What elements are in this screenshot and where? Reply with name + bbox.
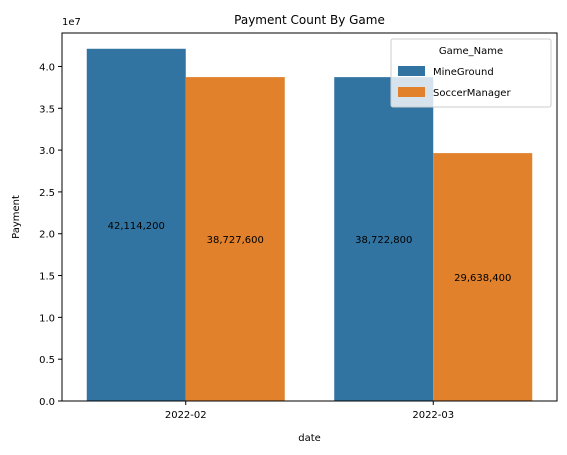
y-tick-label: 0.5 [39, 355, 55, 366]
y-tick-label: 2.5 [39, 188, 55, 199]
y-axis-label: Payment [11, 195, 22, 239]
plot-frame [61, 32, 558, 402]
chart-title: Payment Count By Game [234, 13, 385, 27]
legend-item-label: SoccerManager [433, 88, 511, 99]
y-axis: 0.0 0.5 1.0 1.5 2.0 2.5 3.0 3.5 4.0 [39, 62, 62, 408]
bars-group [86, 48, 533, 401]
y-axis-offset-label: 1e7 [62, 17, 81, 28]
x-axis-label: date [298, 433, 321, 444]
x-tick-label: 2022-02 [165, 410, 207, 421]
legend-swatch [398, 66, 425, 76]
bar-mineground-2022-02 [86, 48, 186, 401]
legend-title: Game_Name [439, 46, 503, 57]
bar-mineground-2022-03 [334, 77, 434, 401]
legend-item-label: MineGround [433, 67, 494, 78]
y-tick-label: 0.0 [39, 397, 55, 408]
y-tick-label: 1.0 [39, 313, 55, 324]
y-tick-label: 3.5 [39, 104, 55, 115]
x-tick-label: 2022-03 [412, 410, 454, 421]
y-tick-label: 3.0 [39, 146, 55, 157]
legend-swatch [398, 87, 425, 97]
bar-labels-group: 42,114,200 38,722,800 38,727,600 29,638,400 [108, 221, 512, 284]
bar-value-label: 38,722,800 [355, 235, 412, 246]
y-tick-label: 1.5 [39, 272, 55, 283]
y-tick-label: 4.0 [39, 62, 55, 73]
legend-items: MineGround SoccerManager [398, 66, 511, 99]
legend-box [390, 38, 552, 108]
bar-soccermanager-2022-03 [433, 153, 533, 401]
x-axis: 2022-02 2022-03 [165, 401, 454, 421]
legend: Game_Name MineGround SoccerManager [390, 38, 552, 108]
bar-value-label: 38,727,600 [207, 235, 264, 246]
y-tick-label: 2.0 [39, 230, 55, 241]
bar-value-label: 29,638,400 [454, 273, 511, 284]
bar-value-label: 42,114,200 [108, 221, 165, 232]
bar-soccermanager-2022-02 [185, 77, 285, 401]
